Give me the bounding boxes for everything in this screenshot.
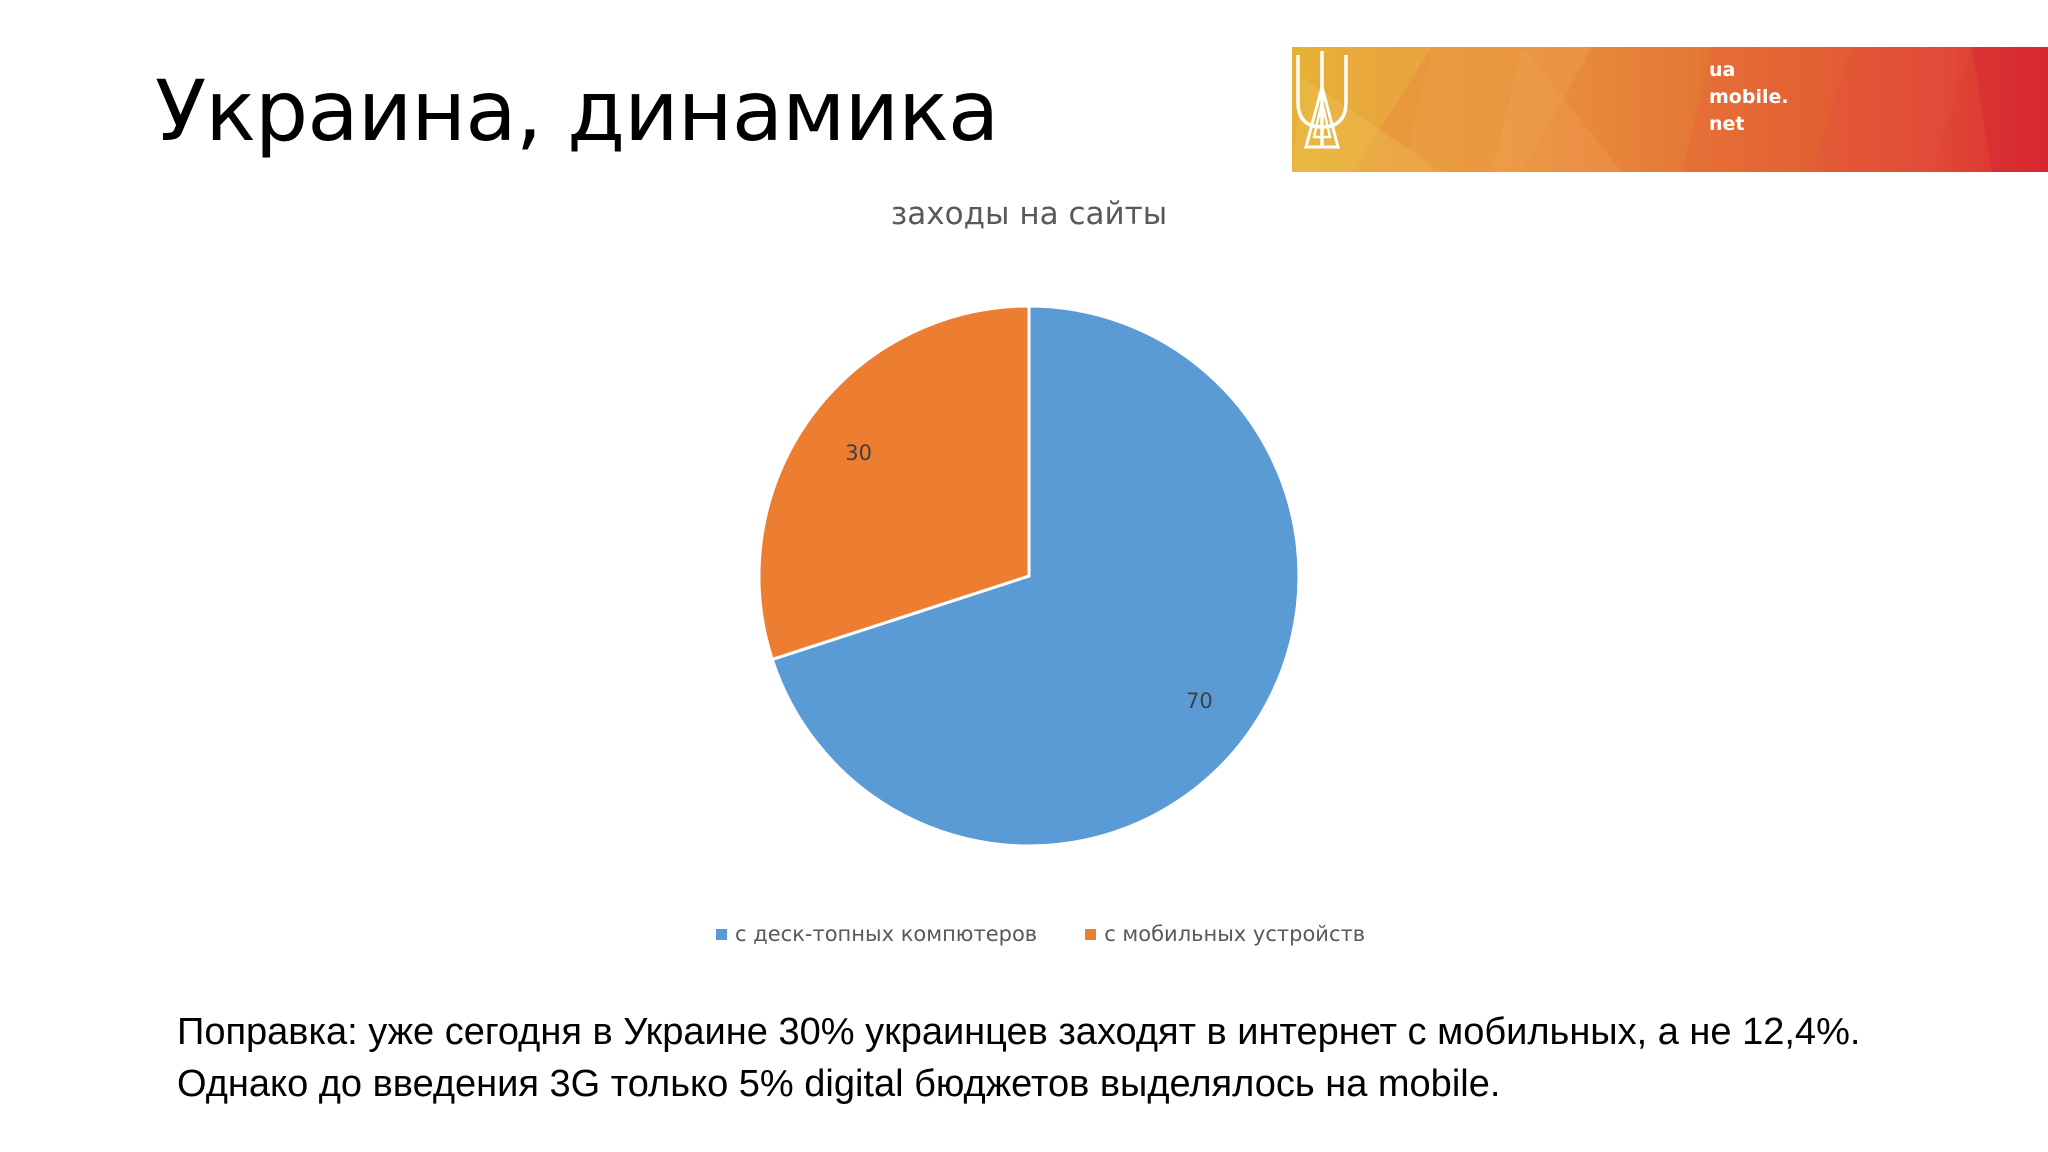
pie-slice-mobile	[757, 304, 1031, 662]
note-line-2: Однако до введения 3G только 5% digital …	[177, 1063, 1501, 1105]
data-label-mobile: 30	[845, 441, 872, 465]
banner-pattern	[1292, 47, 2048, 172]
legend-swatch-mobile	[1085, 928, 1097, 940]
header-banner: ua mobile. net	[1292, 47, 2048, 172]
note-line-1: Поправка: уже сегодня в Украине 30% укра…	[177, 1011, 1861, 1053]
chart-title: заходы на сайты	[890, 196, 1168, 232]
ua-mobile-logo-icon	[1296, 51, 1348, 149]
logo-line-net: net	[1709, 113, 1745, 135]
correction-note: Поправка: уже сегодня в Украине 30% укра…	[177, 1006, 1860, 1110]
logo-line-mobile: mobile.	[1709, 86, 1789, 108]
legend-label-desktop: с деск-топных компютеров	[735, 922, 1038, 946]
logo-line-ua: ua	[1709, 59, 1736, 81]
pie-slice-desktop	[770, 304, 1301, 848]
slide-title: Украина, динамика	[155, 62, 999, 160]
logo-wordmark: ua mobile. net	[1709, 57, 1789, 138]
data-label-desktop: 70	[1186, 689, 1213, 713]
chart-legend: с деск-топных компютеров с мобильных уст…	[716, 922, 1413, 946]
legend-item-desktop: с деск-топных компютеров	[716, 922, 1037, 946]
legend-item-mobile: с мобильных устройств	[1085, 922, 1365, 946]
legend-label-mobile: с мобильных устройств	[1104, 922, 1366, 946]
legend-swatch-desktop	[716, 928, 727, 940]
